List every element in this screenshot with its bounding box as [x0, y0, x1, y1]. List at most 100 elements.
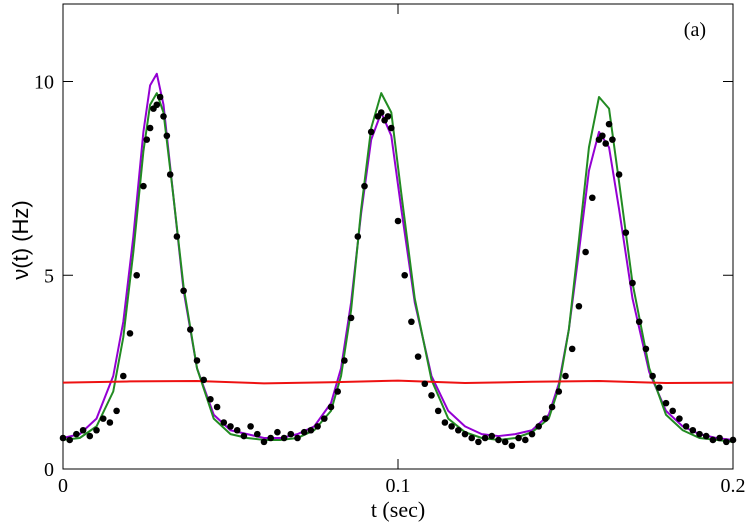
data-point — [522, 436, 529, 444]
data-point — [163, 132, 171, 140]
data-point — [495, 436, 502, 444]
data-point — [173, 233, 181, 240]
data-point — [307, 426, 315, 434]
data-point — [280, 434, 288, 442]
data-point — [253, 430, 261, 438]
data-point — [689, 426, 697, 434]
data-point — [528, 430, 536, 438]
data-point — [156, 93, 164, 101]
data-point — [408, 318, 415, 326]
x-tick-label: 0 — [58, 475, 68, 497]
data-point — [140, 182, 147, 190]
data-point — [321, 415, 328, 422]
data-point — [548, 403, 556, 411]
data-point — [562, 372, 569, 380]
data-point — [709, 436, 717, 444]
data-point — [488, 432, 496, 440]
data-point — [555, 388, 563, 395]
data-point — [93, 426, 100, 434]
data-point — [468, 434, 476, 442]
data-point — [605, 120, 613, 128]
x-axis-label: t (sec) — [371, 497, 425, 522]
data-point — [729, 436, 737, 444]
data-point — [187, 326, 194, 333]
data-point — [455, 426, 462, 434]
data-point — [300, 428, 308, 436]
data-point — [434, 407, 442, 415]
x-tick-label: 0.2 — [721, 475, 746, 497]
data-point — [441, 419, 449, 426]
data-point — [609, 136, 616, 143]
data-point — [508, 442, 516, 450]
data-point — [233, 426, 241, 434]
plot-frame — [62, 3, 734, 470]
data-point — [160, 113, 167, 120]
data-point — [367, 128, 375, 136]
data-point — [394, 217, 402, 225]
data-point — [515, 434, 522, 442]
series-line-2 — [62, 379, 734, 385]
data-point — [575, 302, 583, 310]
data-point — [475, 438, 482, 446]
data-point — [99, 415, 107, 422]
data-point — [428, 392, 435, 399]
plot-area — [62, 3, 734, 470]
data-point — [414, 353, 422, 360]
data-point — [676, 415, 683, 422]
data-point — [481, 434, 489, 442]
data-point — [153, 101, 161, 109]
data-point — [260, 438, 268, 446]
data-point — [66, 436, 73, 444]
data-point — [696, 430, 703, 438]
panel-annotation: (a) — [684, 19, 706, 41]
data-point — [143, 136, 151, 143]
data-point — [227, 423, 234, 430]
data-point — [267, 434, 275, 442]
series-layer — [59, 72, 737, 450]
data-point — [669, 407, 676, 415]
data-point — [535, 423, 542, 430]
data-point — [193, 357, 201, 364]
data-point — [589, 194, 596, 202]
data-point — [682, 423, 690, 430]
data-point — [106, 419, 114, 426]
data-point — [146, 124, 154, 132]
data-point — [361, 182, 368, 190]
data-point — [635, 318, 643, 326]
series-line-1 — [62, 92, 734, 443]
data-point — [384, 113, 392, 120]
data-point — [461, 430, 469, 438]
data-point — [615, 171, 623, 178]
data-point — [73, 430, 80, 438]
data-point — [602, 140, 609, 147]
data-point — [501, 438, 509, 446]
axes-layer: 0 0.1 0.2 0 5 10 — [34, 4, 746, 497]
data-point — [126, 330, 134, 337]
series-line-0 — [62, 72, 734, 441]
y-tick-label: 0 — [44, 459, 54, 481]
data-point — [334, 388, 342, 395]
data-point — [327, 403, 335, 411]
data-point — [113, 407, 120, 415]
data-point — [642, 345, 650, 353]
data-point — [247, 423, 254, 430]
data-point — [401, 271, 409, 279]
data-point — [213, 403, 221, 411]
data-point — [448, 423, 455, 430]
data-point — [166, 171, 174, 178]
data-point — [86, 432, 94, 440]
data-point — [200, 376, 207, 384]
data-point — [287, 430, 295, 438]
data-point — [421, 380, 429, 388]
data-point — [388, 124, 395, 132]
data-point — [656, 384, 663, 391]
data-point — [649, 372, 656, 380]
data-point — [314, 423, 321, 430]
data-point — [723, 438, 730, 446]
y-tick-label: 10 — [34, 72, 54, 94]
data-point — [354, 233, 362, 240]
data-point — [542, 415, 549, 422]
y-axis-label: ν(t) (Hz) — [8, 200, 33, 279]
data-point — [59, 434, 67, 442]
